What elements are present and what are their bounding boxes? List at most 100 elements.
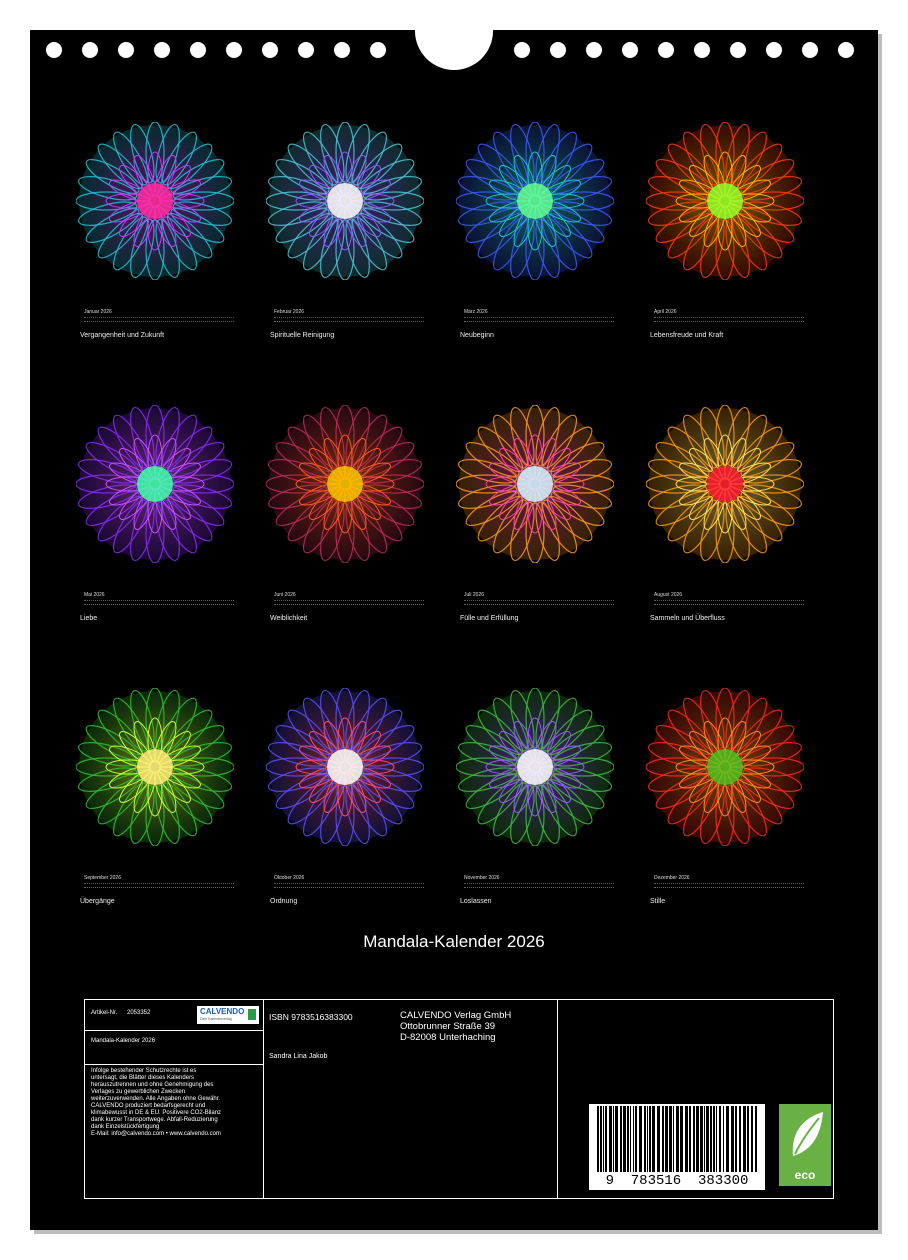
- binding-hole: [226, 42, 242, 58]
- mini-calendar: Dezember 2026: [654, 875, 804, 895]
- isbn: ISBN 9783516383300: [269, 1012, 353, 1022]
- artikel-label: Artikel-Nr.: [91, 1010, 118, 1016]
- month-cell: August 2026 Sammeln und Überfluss: [630, 391, 820, 674]
- barcode-bar: [755, 1106, 757, 1172]
- barcode-bar: [710, 1106, 712, 1172]
- mandala-image: [76, 122, 234, 280]
- barcode-bar: [693, 1106, 695, 1172]
- barcode-bar: [685, 1106, 688, 1172]
- mini-calendar: Februar 2026: [274, 309, 424, 329]
- date-row: [84, 604, 234, 608]
- month-label: April 2026: [654, 309, 677, 315]
- barcode-bar: [620, 1106, 622, 1172]
- barcode-bar: [665, 1106, 668, 1172]
- barcode: 9 783516 383300: [589, 1104, 765, 1190]
- info-divider-1: [263, 1000, 264, 1198]
- mandala-image: [646, 405, 804, 563]
- mini-calendar: Januar 2026: [84, 309, 234, 329]
- barcode-bar: [700, 1106, 703, 1172]
- binding-hole: [586, 42, 602, 58]
- legal-notice: Infolge bestehender Schutzrechte ist es u…: [91, 1068, 221, 1138]
- month-caption: Neubeginn: [460, 332, 494, 339]
- month-caption: Übergänge: [80, 898, 115, 905]
- barcode-bar: [751, 1106, 753, 1172]
- barcode-bar: [719, 1106, 721, 1172]
- barcode-bar: [597, 1106, 599, 1172]
- calendar-back-page: Januar 2026 Vergangenheit und Zukunft Feb…: [30, 30, 878, 1230]
- month-caption: Loslassen: [460, 898, 492, 905]
- mandala-image: [76, 405, 234, 563]
- barcode-bar: [600, 1106, 602, 1172]
- weekday-row: [84, 883, 234, 887]
- month-label: Juni 2026: [274, 592, 296, 598]
- month-caption: Lebensfreude und Kraft: [650, 332, 724, 339]
- info-box: Artikel-Nr. 2053352 CALVENDO Dein Kalend…: [84, 999, 834, 1199]
- mini-calendar: Oktober 2026: [274, 875, 424, 895]
- binding-hole: [190, 42, 206, 58]
- leaf-icon: [792, 1112, 823, 1156]
- mini-calendar: September 2026: [84, 875, 234, 895]
- month-caption: Fülle und Erfüllung: [460, 615, 519, 622]
- barcode-bar: [739, 1106, 741, 1172]
- barcode-bar: [747, 1106, 749, 1172]
- binding-hole: [658, 42, 674, 58]
- barcode-bar: [633, 1106, 634, 1172]
- binding-hole: [262, 42, 278, 58]
- barcode-bar: [723, 1106, 724, 1172]
- month-cell: November 2026 Loslassen: [440, 674, 630, 957]
- date-row: [464, 604, 614, 608]
- barcode-bar: [673, 1106, 674, 1172]
- month-label: Februar 2026: [274, 309, 305, 315]
- month-label: Juli 2026: [464, 592, 485, 598]
- barcode-bar: [743, 1106, 746, 1172]
- barcode-bar: [615, 1106, 618, 1172]
- barcode-bar: [605, 1106, 607, 1172]
- month-cell: Februar 2026 Spirituelle Reinigung: [250, 108, 440, 391]
- month-cell: Juni 2026 Weiblichkeit: [250, 391, 440, 674]
- binding-hole: [730, 42, 746, 58]
- calvendo-logo: CALVENDO Dein Kalenderverlag: [197, 1006, 259, 1024]
- barcode-bar: [680, 1106, 683, 1172]
- notice-line: untersagt, die Blätter dieses Kalenders: [91, 1075, 195, 1081]
- weekday-row: [654, 883, 804, 887]
- barcode-digits: 9 783516 383300: [605, 1173, 749, 1189]
- author: Sandra Lina Jakob: [269, 1053, 328, 1060]
- weekday-row: [274, 317, 424, 321]
- barcode-bar: [696, 1106, 699, 1172]
- barcode-bar: [704, 1106, 705, 1172]
- mandala-image: [456, 688, 614, 846]
- month-cell: Juli 2026 Fülle und Erfüllung: [440, 391, 630, 674]
- month-label: November 2026: [464, 875, 500, 881]
- notice-line: dank Einzelstückfertigung: [91, 1124, 160, 1130]
- month-caption: Sammeln und Überfluss: [650, 615, 725, 622]
- month-label: August 2026: [654, 592, 683, 598]
- date-row: [84, 887, 234, 891]
- month-label: Mai 2026: [84, 592, 105, 598]
- mandala-image: [646, 122, 804, 280]
- month-label: Januar 2026: [84, 309, 112, 315]
- barcode-bar: [689, 1106, 691, 1172]
- notice-line: dank kurzer Transportwege. Abfall-Reduzi…: [91, 1117, 218, 1123]
- barcode-bar: [716, 1106, 717, 1172]
- barcode-bar: [657, 1106, 660, 1172]
- weekday-row: [274, 883, 424, 887]
- barcode-bar: [731, 1106, 734, 1172]
- binding-hole: [118, 42, 134, 58]
- barcode-bars: [597, 1106, 757, 1172]
- month-label: Dezember 2026: [654, 875, 690, 881]
- eco-badge: eco: [779, 1104, 831, 1186]
- binding-hole: [514, 42, 530, 58]
- calendar-title: Mandala-Kalender 2026: [363, 932, 545, 951]
- info-hline-2: [85, 1064, 263, 1065]
- mandala-image: [266, 405, 424, 563]
- barcode-bar: [713, 1106, 715, 1172]
- binding-hole: [46, 42, 62, 58]
- barcode-bar: [635, 1106, 637, 1172]
- barcode-bar: [652, 1106, 655, 1172]
- month-cell: Mai 2026 Liebe: [60, 391, 250, 674]
- notice-line: herauszutrennen und ohne Genehmigung des: [91, 1082, 214, 1088]
- month-caption: Weiblichkeit: [270, 615, 308, 622]
- barcode-bar: [644, 1106, 646, 1172]
- mini-calendar: Mai 2026: [84, 592, 234, 612]
- month-label: März 2026: [464, 309, 488, 315]
